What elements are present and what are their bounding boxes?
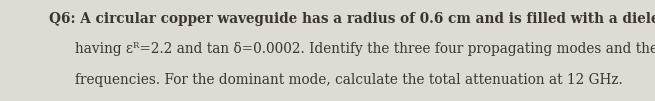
Text: having εᴿ=2.2 and tan δ=0.0002. Identify the three four propagating modes and th: having εᴿ=2.2 and tan δ=0.0002. Identify…	[75, 42, 655, 56]
Text: Q6: A circular copper waveguide has a radius of 0.6 cm and is filled with a diel: Q6: A circular copper waveguide has a ra…	[49, 12, 655, 26]
Text: frequencies. For the dominant mode, calculate the total attenuation at 12 GHz.: frequencies. For the dominant mode, calc…	[75, 73, 623, 87]
